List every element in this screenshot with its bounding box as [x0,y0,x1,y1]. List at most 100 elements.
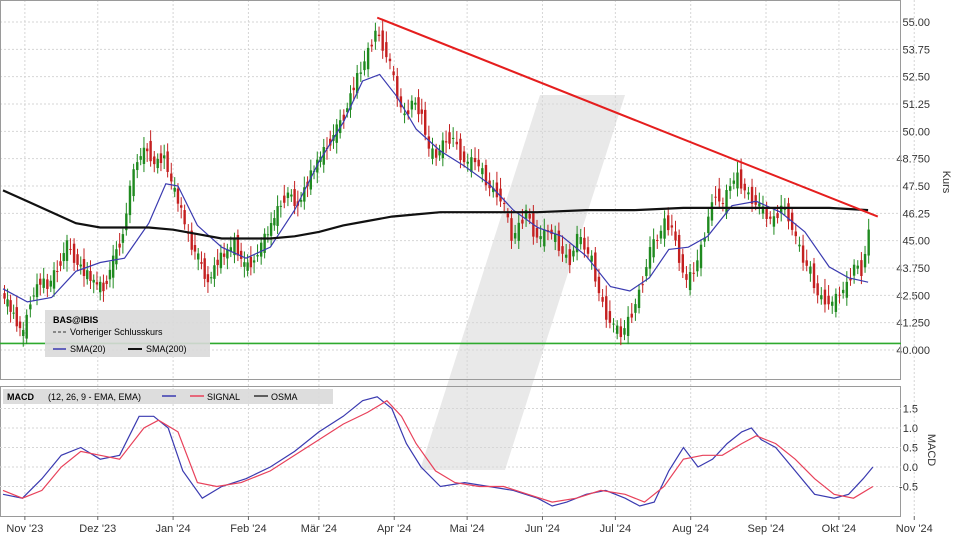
candle-body [15,307,18,327]
candle-body [670,225,674,228]
candle-body [838,294,841,296]
candle-body [243,262,246,267]
candle-body [612,323,615,325]
candle-body [125,213,128,231]
candle-body [79,264,82,267]
candle-body [794,231,797,237]
candle-body [699,244,703,269]
candle-body [438,150,441,156]
candle-body [132,169,135,197]
macd-tick-label: -0.5 [899,482,918,494]
candle-body [645,267,648,277]
x-tick-label: Jul '24 [600,523,631,535]
candle-body [502,203,506,205]
candle-body [283,195,286,203]
candle-body [226,249,229,259]
candle-body [290,194,293,197]
candle-body [213,265,216,279]
candle-body [608,311,612,323]
candle-body [22,329,25,337]
candle-body [183,210,186,225]
macd-legend-osma: OSMA [271,392,298,402]
candle-body [56,270,59,272]
candle-body [805,260,808,266]
candle-body [239,250,243,259]
candle-body [166,151,169,172]
candle-body [269,222,273,236]
candle-body [236,234,240,256]
watermark-logo [420,95,625,470]
candle-body [49,280,52,287]
candle-body [346,108,349,113]
candle-body [506,213,510,218]
candle-body [484,165,488,186]
candle-body [355,73,359,94]
candle-body [692,272,695,274]
candle-body [145,148,149,152]
candle-body [206,274,210,283]
signal-line [2,399,874,503]
trendline [376,16,879,218]
price-tick-label: 52.50 [902,72,930,84]
candle-body [118,243,121,248]
candle-body [263,233,266,253]
price-tick-label: 41.250 [896,318,930,330]
candle-body [349,93,352,110]
candle-body [6,299,9,307]
candle-body [222,253,226,257]
candle-body [65,240,69,261]
candle-body [648,247,652,269]
candle-body [229,247,233,252]
candle-body [849,278,852,281]
candle-body [539,236,542,240]
candle-body [203,258,206,279]
candle-body [374,30,377,42]
candle-body [867,229,870,256]
candle-body [249,256,253,268]
candle-body [528,213,531,219]
candle-body [105,280,108,285]
candle-body [153,156,156,165]
price-tick-label: 40.000 [896,345,930,357]
x-tick-label: Mär '24 [301,523,337,535]
price-frame [0,0,901,380]
candle-body [499,188,502,202]
candle-body [410,100,414,110]
candle-body [342,114,346,121]
macd-legend-title: MACD [7,392,34,402]
candle-body [674,231,677,241]
candle-body [111,255,115,278]
sma20-line [2,73,869,303]
candle-body [209,277,213,279]
candle-body [750,186,754,204]
candle-body [801,245,805,263]
candle-body [62,253,65,262]
candle-body [256,255,259,257]
candle-body [605,296,608,320]
candle-body [707,216,710,234]
candle-body [579,237,582,245]
candle-body [444,141,448,143]
candle-body [451,137,455,139]
candle-body [115,249,118,265]
candle-body [765,207,768,219]
candle-body [597,276,601,294]
candle-body [200,262,203,264]
candle-body [309,170,312,190]
candle-body [634,304,637,313]
candle-body [455,141,459,145]
legend-prev-close: Vorheriger Schlusskurs [70,327,163,337]
candle-body [219,252,223,269]
candle-body [754,195,757,205]
candle-body [359,72,363,74]
candle-body [159,153,163,164]
candle-body [89,270,92,281]
candle-body [128,185,132,216]
candle-body [677,234,681,263]
candle-body [575,233,579,253]
candle-body [52,270,56,289]
candle-body [823,289,827,305]
candle-body [322,147,325,165]
candle-body [728,186,732,191]
